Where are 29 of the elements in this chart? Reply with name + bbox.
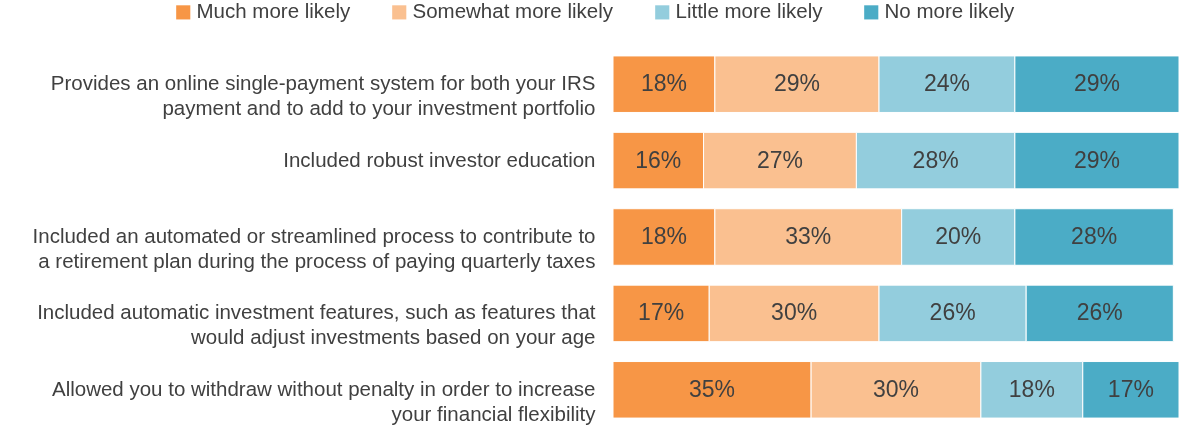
data-label: 29% xyxy=(1073,146,1120,173)
data-label: 18% xyxy=(640,70,687,97)
data-label: 29% xyxy=(1073,70,1120,97)
data-label: 20% xyxy=(935,223,982,249)
y-tick-label: Included automatic investment features, such as features that would adjust investments based on your age xyxy=(37,300,596,349)
legend-label: No more likely xyxy=(884,0,1016,23)
data-label: 27% xyxy=(756,146,803,173)
y-tick-label: Included robust investor education xyxy=(283,147,596,171)
data-label: 17% xyxy=(638,299,685,326)
data-label: 24% xyxy=(923,70,970,97)
data-label: 35% xyxy=(689,375,736,402)
y-tick-label: Provides an online single-payment system for both your IRS payment and to add to your investment portfolio xyxy=(50,71,596,120)
legend-label: Little more likely xyxy=(675,0,824,23)
legend-label: Somewhat more likely xyxy=(412,0,614,23)
y-tick-label: Allowed you to withdraw without penalty in order to increase your financial flexibility xyxy=(51,376,597,425)
y-tick-label: Included an automated or streamlined process to contribute to a retirement plan during the process of paying quarterly taxes xyxy=(32,224,596,272)
data-label: 30% xyxy=(771,299,818,326)
data-label: 28% xyxy=(1071,223,1118,249)
data-label: 16% xyxy=(635,146,682,173)
legend-label: Much more likely xyxy=(196,0,352,23)
data-label: 18% xyxy=(640,223,687,249)
data-label: 18% xyxy=(1008,375,1055,402)
data-label: 33% xyxy=(785,223,832,249)
data-label: 28% xyxy=(912,146,959,173)
data-label: 29% xyxy=(773,70,820,97)
data-label: 17% xyxy=(1107,375,1154,402)
data-label: 30% xyxy=(872,375,920,402)
data-label: 26% xyxy=(1076,299,1123,326)
data-label: 26% xyxy=(929,299,976,326)
